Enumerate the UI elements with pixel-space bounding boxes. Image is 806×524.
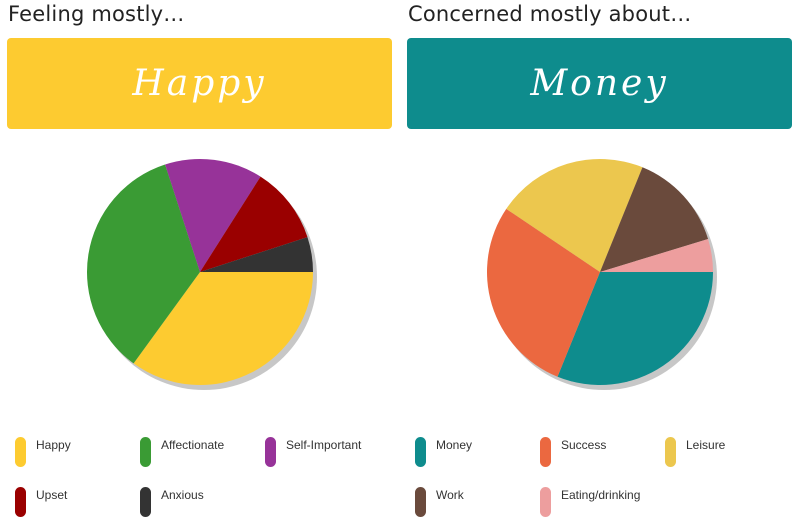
pie-slice-anxious [200,237,313,272]
legend-item-anxious: Anxious [140,487,260,519]
pie-slice-happy [133,272,313,386]
pie-slice-affectionate [86,164,200,364]
pie-slice-money [557,272,713,386]
legend-swatch [15,487,26,517]
legend-swatch [540,487,551,517]
legend-label: Anxious [161,488,204,502]
legend-item-self-important: Self-Important [265,437,385,469]
legend-item-success: Success [540,437,660,469]
concern-banner-text: Money [530,63,669,104]
pie-slice-self-important [165,158,261,272]
pie-slice-leisure [506,158,643,272]
legend-item-eating-drinking: Eating/drinking [540,487,660,519]
legend-item-money: Money [415,437,535,469]
legend-swatch [140,437,151,467]
legend-label: Self-Important [286,438,362,452]
pie-slice-eating-drinking [600,239,713,272]
legend-label: Happy [36,438,71,452]
legend-label: Money [436,438,473,452]
feeling-banner: Happy [7,38,392,129]
pie-slice-success [486,208,600,377]
concern-heading: Concerned mostly about… [408,2,692,26]
legend-swatch [140,487,151,517]
legend-item-upset: Upset [15,487,135,519]
legend-swatch [665,437,676,467]
legend-label: Eating/drinking [561,488,641,502]
legend-label: Success [561,438,607,452]
feeling-pie-chart [86,158,317,390]
concern-pie-chart [486,158,717,390]
pie-slice-work [600,167,709,272]
pie-slice-upset [200,176,308,272]
legend-item-leisure: Leisure [665,437,785,469]
legend-swatch [415,487,426,517]
legend-item-affectionate: Affectionate [140,437,260,469]
feeling-heading: Feeling mostly… [8,2,185,26]
legend-label: Upset [36,488,68,502]
concern-banner: Money [407,38,792,129]
feeling-banner-text: Happy [132,63,267,104]
legend-item-work: Work [415,487,535,519]
legend-label: Leisure [686,438,726,452]
legend-swatch [540,437,551,467]
legend-label: Work [436,488,464,502]
legend-item-happy: Happy [15,437,135,469]
legend-swatch [265,437,276,467]
feeling-panel: Feeling mostly… Happy Happy Affectionate S… [6,0,392,524]
legend-label: Affectionate [161,438,225,452]
concern-panel: Concerned mostly about… Money Money Succe… [406,0,792,524]
legend-swatch [415,437,426,467]
legend-swatch [15,437,26,467]
